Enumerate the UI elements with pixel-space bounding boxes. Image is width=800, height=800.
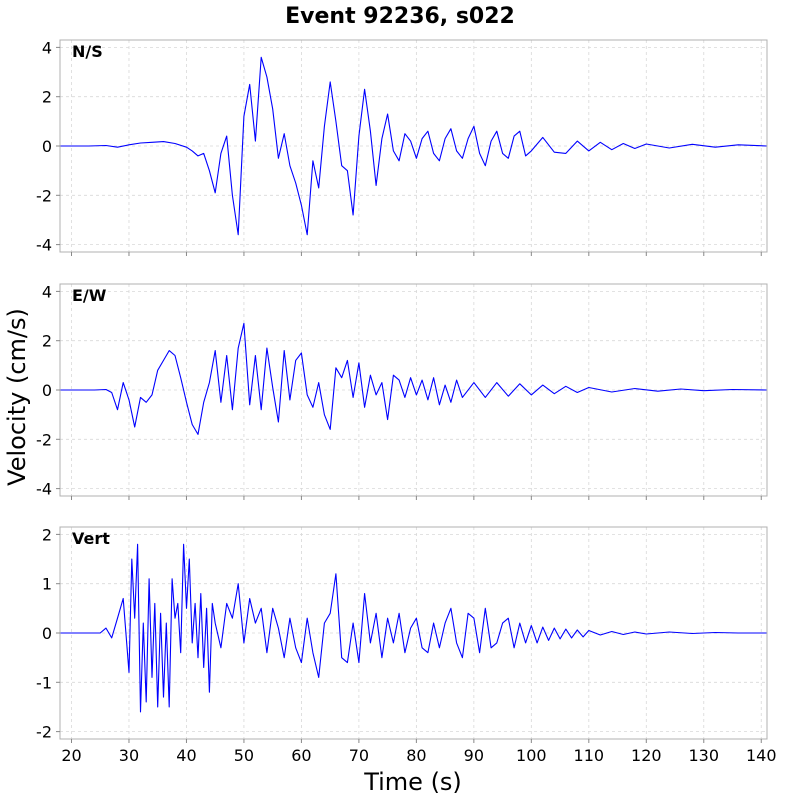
- x-tick-label: 130: [688, 746, 719, 765]
- y-tick-label: -2: [36, 186, 52, 205]
- panel-label: E/W: [72, 286, 107, 305]
- velocity-trace-line: [60, 322, 768, 435]
- y-tick-label: 2: [42, 525, 52, 544]
- y-tick-label: -2: [36, 430, 52, 449]
- y-tick-label: -4: [36, 480, 52, 499]
- y-tick-label: 2: [42, 88, 52, 107]
- x-tick-label: 90: [464, 746, 484, 765]
- panel-vert: -2 -1 0 1 2 20 30 40 50 60 70 80 90 100 110 120 130 140 Ve…: [36, 525, 776, 765]
- y-tick-label: 1: [42, 575, 52, 594]
- panel-ew: -4 -2 0 2 4 E/W: [36, 282, 768, 500]
- x-tick-label: 60: [291, 746, 311, 765]
- chart-title: Event 92236, s022: [285, 4, 515, 29]
- y-tick-label: 0: [42, 624, 52, 643]
- x-tick-label: 100: [516, 746, 547, 765]
- y-tick-label: 2: [42, 332, 52, 351]
- y-axis-label: Velocity (cm/s): [3, 308, 31, 486]
- panel-ns: -4 -2 0 2 4 N/S: [36, 38, 768, 256]
- y-tick-label: -2: [36, 723, 52, 742]
- x-tick-label: 20: [61, 746, 81, 765]
- y-tick-label: 4: [42, 38, 52, 57]
- x-tick-label: 140: [746, 746, 777, 765]
- x-axis-label: Time (s): [363, 768, 462, 796]
- panel-label: Vert: [72, 529, 110, 548]
- panel-label: N/S: [72, 42, 103, 61]
- x-tick-label: 50: [234, 746, 254, 765]
- panels-group: -4 -2 0 2 4 N/S -4 -2 0 2 4 E/W -2 -1 0 1 2 20 30 40 50 60 70 8…: [36, 38, 776, 765]
- x-tick-label: 70: [349, 746, 369, 765]
- x-tick-label: 30: [119, 746, 139, 765]
- velocity-trace-line: [60, 543, 767, 713]
- y-tick-label: 0: [42, 137, 52, 156]
- y-tick-label: -1: [36, 673, 52, 692]
- y-tick-label: 0: [42, 381, 52, 400]
- velocity-trace-line: [60, 56, 768, 236]
- x-tick-label: 40: [176, 746, 196, 765]
- x-tick-label: 120: [631, 746, 662, 765]
- x-tick-label: 80: [406, 746, 426, 765]
- y-tick-label: 4: [42, 282, 52, 301]
- y-tick-label: -4: [36, 236, 52, 255]
- x-tick-label: 110: [574, 746, 605, 765]
